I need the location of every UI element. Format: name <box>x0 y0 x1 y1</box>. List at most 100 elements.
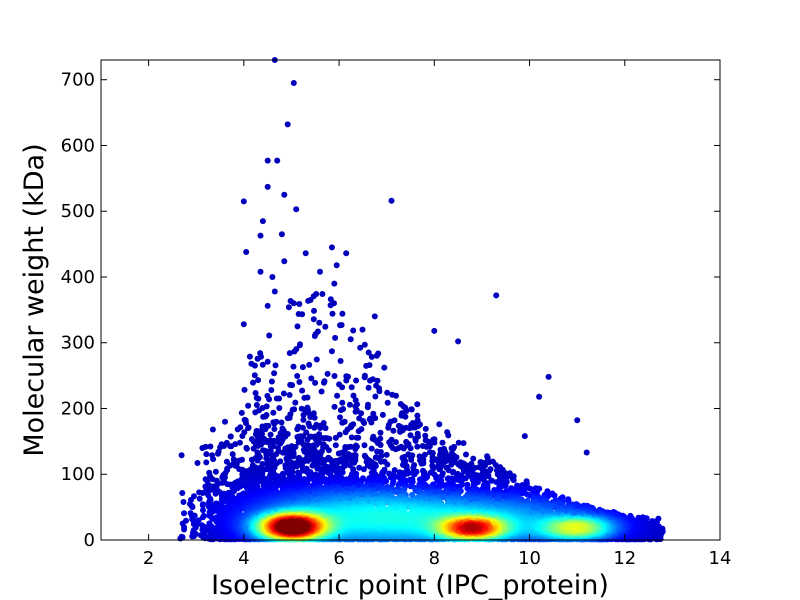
data-point <box>381 364 388 371</box>
data-point <box>222 474 228 481</box>
data-point <box>299 387 306 394</box>
data-point <box>264 302 271 309</box>
data-point <box>332 442 339 449</box>
data-point <box>306 361 313 368</box>
data-point <box>470 455 477 462</box>
data-point <box>268 378 275 385</box>
data-point <box>374 377 381 384</box>
data-point <box>238 409 245 416</box>
data-point <box>367 463 374 470</box>
data-point <box>350 392 357 399</box>
data-point <box>448 461 455 468</box>
data-point <box>360 466 367 473</box>
data-point <box>411 471 418 478</box>
data-point <box>270 409 277 416</box>
data-point <box>311 307 317 314</box>
data-point <box>393 392 399 399</box>
data-point <box>347 336 354 343</box>
data-point <box>264 358 271 365</box>
data-point <box>385 424 392 431</box>
data-point <box>252 390 259 396</box>
data-point <box>278 231 285 238</box>
data-point <box>312 379 319 386</box>
data-point <box>368 353 375 360</box>
data-point <box>493 292 500 299</box>
data-point <box>299 364 306 371</box>
data-point <box>311 424 318 431</box>
data-point <box>311 414 318 421</box>
data-point <box>365 384 372 391</box>
data-point <box>286 392 293 398</box>
data-point <box>251 372 258 379</box>
data-point <box>343 250 350 257</box>
data-point <box>324 370 331 377</box>
data-point <box>246 353 253 360</box>
data-point <box>305 297 312 304</box>
data-point <box>306 423 313 430</box>
data-point <box>179 534 186 541</box>
data-point <box>331 280 338 287</box>
data-point <box>368 445 375 452</box>
data-point <box>296 301 303 307</box>
data-point <box>245 402 252 409</box>
data-point <box>408 456 415 463</box>
data-point <box>292 399 299 406</box>
data-point <box>521 433 528 440</box>
data-point <box>331 403 338 410</box>
data-point <box>267 431 274 438</box>
data-point <box>264 183 271 190</box>
data-point <box>361 442 368 449</box>
data-point <box>259 361 266 368</box>
data-point <box>414 443 421 450</box>
data-point <box>209 426 216 433</box>
data-point <box>294 373 301 379</box>
data-point <box>310 316 317 323</box>
data-point <box>400 445 407 452</box>
data-point <box>179 490 186 496</box>
data-point <box>266 396 273 403</box>
data-point <box>300 416 307 423</box>
data-point <box>322 323 329 330</box>
data-point <box>264 157 271 164</box>
data-point <box>367 377 373 384</box>
data-point <box>368 419 375 426</box>
data-point <box>252 409 259 416</box>
data-point <box>291 348 298 355</box>
data-point <box>274 157 281 164</box>
data-point <box>203 459 210 466</box>
data-point <box>259 218 266 225</box>
data-point <box>260 413 267 420</box>
data-point <box>296 342 303 349</box>
data-point <box>271 426 278 432</box>
data-point <box>195 517 202 524</box>
data-point <box>371 313 378 320</box>
data-point <box>376 388 383 395</box>
data-point <box>412 424 418 431</box>
data-point <box>255 395 262 402</box>
data-point <box>355 428 362 435</box>
data-point <box>255 442 262 449</box>
data-point <box>493 479 500 486</box>
data-point <box>269 274 276 280</box>
data-point <box>431 327 438 334</box>
data-point <box>257 232 264 239</box>
data-point <box>363 362 370 369</box>
data-point <box>272 362 279 369</box>
data-point <box>243 420 249 427</box>
data-point <box>545 373 552 380</box>
data-point <box>289 382 296 389</box>
data-point <box>271 420 278 427</box>
data-point <box>392 446 399 453</box>
data-point <box>178 452 185 459</box>
data-point <box>311 333 318 339</box>
data-point <box>402 413 409 420</box>
data-point <box>325 447 332 454</box>
data-point <box>222 418 228 425</box>
data-point <box>383 451 390 458</box>
data-point <box>392 439 399 446</box>
data-point <box>180 499 187 505</box>
data-point <box>266 332 273 339</box>
data-point <box>240 321 247 328</box>
data-point <box>212 468 219 475</box>
